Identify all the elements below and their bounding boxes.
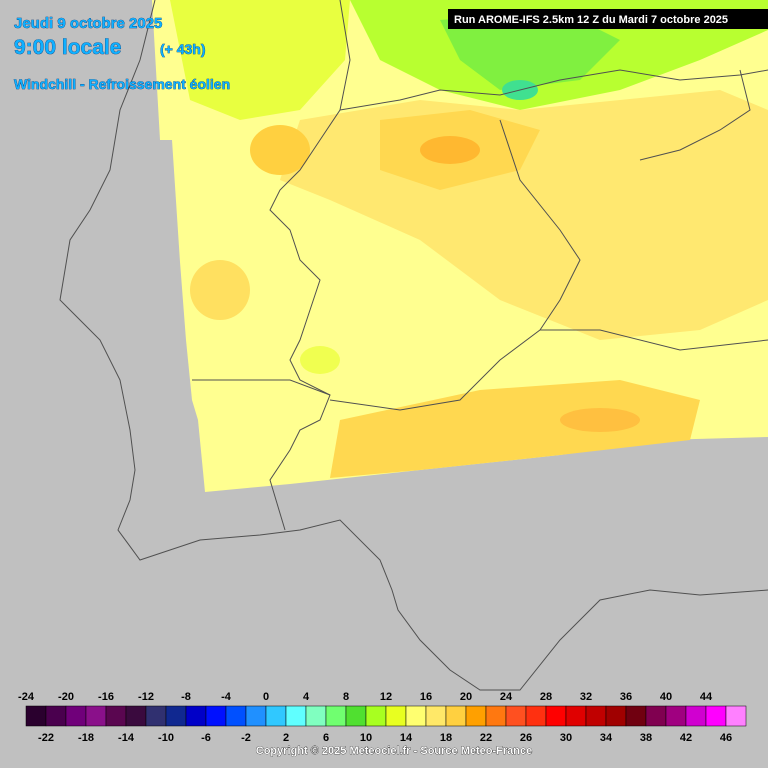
legend-swatch [565, 705, 587, 727]
legend-swatch [665, 705, 687, 727]
legend-label: 2 [283, 732, 289, 744]
legend-swatch [545, 705, 567, 727]
legend-label: -24 [18, 691, 35, 703]
legend-swatch [165, 705, 187, 727]
legend-swatch [405, 705, 427, 727]
legend-label: -20 [58, 691, 74, 703]
legend-swatch [225, 705, 247, 727]
legend-swatch [465, 705, 487, 727]
legend-label: 32 [580, 691, 592, 703]
legend-swatch [585, 705, 607, 727]
run-box [448, 9, 768, 29]
legend-swatch [705, 705, 727, 727]
legend-label: -18 [78, 732, 94, 744]
legend-label: -8 [181, 691, 191, 703]
legend-swatch [105, 705, 127, 727]
legend-swatch [365, 705, 387, 727]
lead-time: (+ 43h) [160, 41, 206, 57]
run-info: Run AROME-IFS 2.5km 12 Z du Mardi 7 octo… [454, 14, 728, 26]
legend-swatch [605, 705, 627, 727]
legend-label: -4 [221, 691, 232, 703]
legend-swatch [285, 705, 307, 727]
legend-label: 14 [400, 732, 413, 744]
legend-swatch [145, 705, 167, 727]
legend-label: 40 [660, 691, 672, 703]
legend-swatch [185, 705, 207, 727]
legend-label: -2 [241, 732, 251, 744]
legend-swatch [385, 705, 407, 727]
legend-label: 34 [600, 732, 613, 744]
legend-swatch [325, 705, 347, 727]
legend-swatch [265, 705, 287, 727]
legend-swatch [65, 705, 87, 727]
legend-swatch [625, 705, 647, 727]
legend-swatch [125, 705, 147, 727]
legend-label: -10 [158, 732, 174, 744]
copyright: Copyright © 2025 Meteociel.fr - Source M… [256, 745, 532, 757]
legend-label: -22 [38, 732, 54, 744]
legend-label: 30 [560, 732, 572, 744]
legend-label: 24 [500, 691, 513, 703]
legend-swatch [645, 705, 667, 727]
legend-swatch [305, 705, 327, 727]
legend-swatch [685, 705, 707, 727]
legend: -24-22-20-18-16-14-12-10-8-6-4-202468101… [18, 691, 747, 744]
legend-swatch [345, 705, 367, 727]
legend-label: 8 [343, 691, 349, 703]
legend-swatch [205, 705, 227, 727]
borders [59, 0, 768, 691]
legend-label: 4 [303, 691, 310, 703]
legend-label: 42 [680, 732, 692, 744]
date: Jeudi 9 octobre 2025 [14, 15, 162, 32]
legend-label: -16 [98, 691, 114, 703]
time: 9:00 locale [14, 36, 121, 59]
legend-label: 10 [360, 732, 372, 744]
legend-label: 0 [263, 691, 269, 703]
legend-swatch [725, 705, 747, 727]
legend-label: -12 [138, 691, 154, 703]
legend-swatch [25, 705, 47, 727]
legend-swatch [425, 705, 447, 727]
legend-label: 28 [540, 691, 552, 703]
legend-label: 18 [440, 732, 452, 744]
legend-label: 22 [480, 732, 492, 744]
legend-label: 26 [520, 732, 532, 744]
legend-label: 38 [640, 732, 652, 744]
legend-swatch [45, 705, 67, 727]
legend-swatch [245, 705, 267, 727]
legend-swatch [85, 705, 107, 727]
parameter: Windchill - Refroissement éolien [14, 76, 230, 92]
legend-swatch [445, 705, 467, 727]
legend-label: 44 [700, 691, 713, 703]
legend-label: 16 [420, 691, 432, 703]
legend-label: 36 [620, 691, 632, 703]
legend-label: 20 [460, 691, 472, 703]
legend-swatch [485, 705, 507, 727]
legend-label: -14 [118, 732, 135, 744]
legend-label: 46 [720, 732, 732, 744]
legend-label: 6 [323, 732, 329, 744]
legend-swatch [505, 705, 527, 727]
legend-swatch [525, 705, 547, 727]
legend-label: -6 [201, 732, 211, 744]
legend-label: 12 [380, 691, 392, 703]
